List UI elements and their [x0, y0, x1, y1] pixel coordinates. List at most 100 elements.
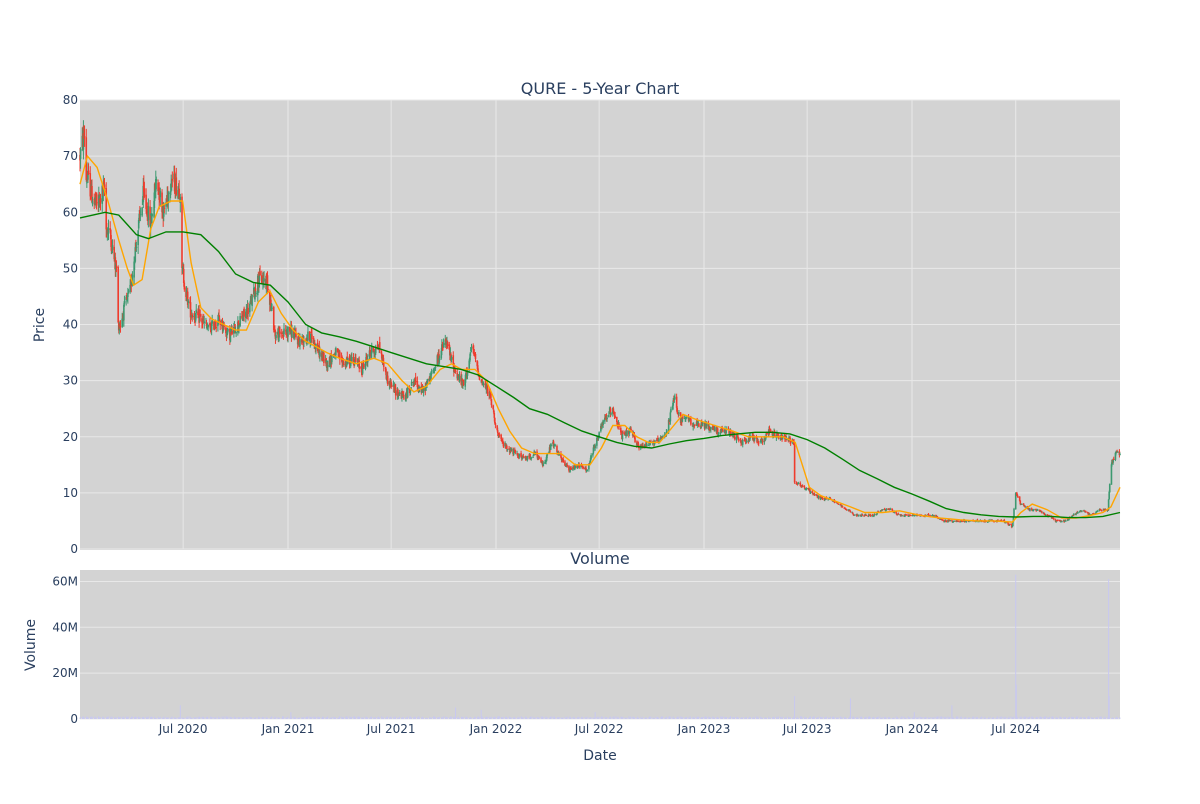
price-candle-body: [516, 453, 519, 456]
price-candle-body: [805, 487, 808, 490]
price-candle-body: [560, 457, 563, 460]
price-candle-body: [249, 300, 252, 305]
price-candle-body: [159, 191, 162, 198]
price-candle-body: [222, 324, 225, 330]
price-candle-body: [745, 440, 748, 443]
price-candle-body: [568, 466, 570, 471]
price-candle-body: [213, 326, 216, 329]
price-candle-body: [362, 361, 365, 364]
price-candle-body: [267, 288, 269, 290]
price-candle-body: [243, 308, 245, 317]
price-candle-body: [171, 179, 174, 181]
price-y-ticks: 0 10 20 30 40 50 60 70 80: [63, 93, 78, 556]
price-candle-body: [1052, 517, 1055, 519]
price-y-tick-label: 0: [70, 542, 78, 556]
price-candle-body: [735, 437, 738, 441]
price-candle-body: [249, 303, 251, 313]
price-candle-body: [498, 435, 500, 437]
price-candle-body: [476, 360, 478, 367]
price-candle-body: [672, 399, 675, 401]
price-candle-body: [1085, 511, 1087, 513]
price-candle-body: [207, 325, 210, 328]
price-candle-body: [129, 284, 131, 292]
price-candle-body: [230, 328, 233, 333]
price-candle-body: [1033, 509, 1035, 511]
price-candle-body: [370, 352, 372, 355]
price-candle-body: [95, 192, 98, 204]
price-candle-body: [903, 516, 906, 518]
price-candle-body: [951, 521, 954, 523]
price-candle-body: [706, 422, 708, 427]
price-candle-body: [728, 430, 730, 434]
price-candle-body: [560, 453, 562, 458]
price-candle-body: [291, 328, 293, 338]
price-candle-body: [468, 360, 471, 370]
price-candle-body: [763, 436, 766, 443]
price-candle-body: [573, 468, 576, 470]
price-candle-body: [537, 456, 540, 458]
price-candle-body: [820, 497, 823, 499]
price-candle-body: [1075, 513, 1077, 515]
price-candle-body: [279, 331, 281, 334]
price-candle-body: [441, 345, 444, 347]
price-candle-body: [580, 464, 582, 467]
price-candle-body: [494, 423, 497, 425]
price-candle-body: [313, 341, 316, 344]
price-candle-body: [935, 515, 937, 517]
price-candle-body: [287, 326, 289, 337]
price-candle-body: [179, 197, 182, 203]
price-candle-body: [98, 198, 101, 200]
price-candle-body: [765, 432, 768, 434]
price-candle-body: [796, 482, 798, 484]
price-candle-body: [517, 456, 520, 458]
price-candle-body: [1046, 514, 1049, 517]
price-candle-body: [425, 383, 427, 391]
price-candle-body: [382, 355, 384, 365]
price-candle-body: [183, 282, 186, 290]
price-candle-body: [1108, 491, 1110, 500]
price-candle-body: [492, 405, 494, 410]
price-candle-body: [444, 339, 447, 345]
volume-x-ticks: Jul 2020 Jan 2021 Jul 2021 Jan 2022 Jul 2022…: [158, 722, 1040, 736]
price-candle-body: [117, 320, 120, 331]
price-candle-body: [737, 438, 740, 441]
price-candle-body: [374, 347, 377, 354]
price-candle-body: [616, 416, 618, 422]
price-candle-body: [799, 483, 802, 486]
price-candle-body: [211, 320, 214, 324]
price-candle-body: [364, 362, 367, 369]
price-candle-body: [221, 320, 224, 330]
price-candle-body: [526, 455, 529, 461]
price-candle-body: [873, 514, 876, 516]
price-candle-body: [710, 427, 712, 430]
price-candle-body: [348, 356, 351, 364]
price-candle-body: [564, 461, 566, 466]
price-candle-body: [759, 441, 762, 443]
price-candle-body: [773, 431, 776, 437]
price-candle-body: [300, 339, 303, 343]
price-candle-body: [589, 457, 592, 461]
price-candle-body: [135, 246, 138, 248]
price-candle-body: [1057, 520, 1059, 522]
price-candle-body: [502, 440, 504, 442]
price-candle-body: [117, 267, 119, 323]
price-candle-body: [369, 350, 371, 354]
price-candle-body: [821, 497, 824, 499]
price-candle-body: [643, 444, 646, 449]
price-candle-body: [927, 513, 930, 516]
price-candle-body: [789, 441, 792, 443]
price-candle-body: [456, 372, 459, 379]
price-candle-body: [458, 375, 461, 382]
price-candle-body: [674, 397, 676, 399]
price-candle-body: [729, 430, 732, 437]
price-candle-body: [684, 416, 687, 420]
price-candle-body: [538, 457, 541, 459]
price-candle-body: [629, 428, 632, 430]
price-candle-body: [1073, 513, 1075, 516]
price-candle-body: [616, 421, 619, 425]
price-candle-body: [725, 430, 728, 434]
price-candle-body: [675, 396, 678, 408]
price-candle-body: [1061, 521, 1063, 523]
price-candle-body: [1119, 454, 1121, 456]
price-candle-body: [417, 385, 419, 390]
